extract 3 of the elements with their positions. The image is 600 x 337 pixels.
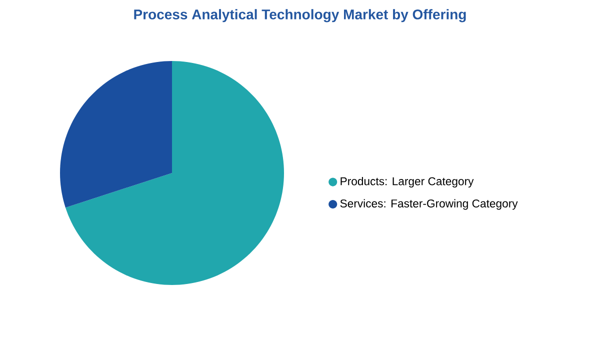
chart-title: Process Analytical Technology Market by Offering [134, 9, 466, 22]
legend-label: Products: Larger Category [340, 176, 474, 188]
legend-label: Services: Faster-Growing Category [340, 199, 518, 210]
